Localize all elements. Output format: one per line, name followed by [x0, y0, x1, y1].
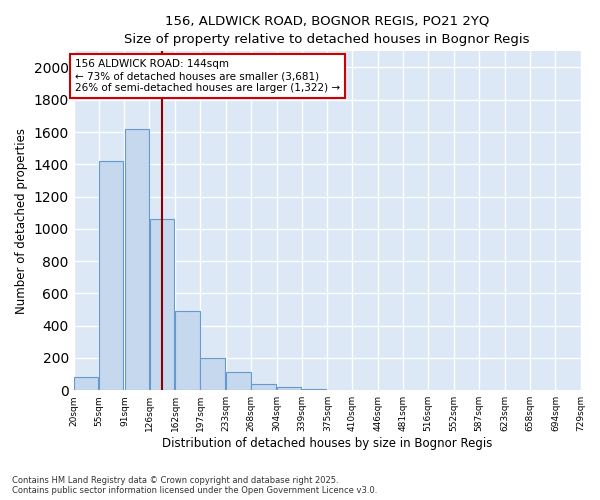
Bar	[99, 161, 124, 390]
Bar	[277, 387, 301, 390]
Title: 156, ALDWICK ROAD, BOGNOR REGIS, PO21 2YQ
Size of property relative to detached : 156, ALDWICK ROAD, BOGNOR REGIS, PO21 2Y…	[124, 15, 530, 46]
Bar	[74, 378, 98, 390]
Text: Contains HM Land Registry data © Crown copyright and database right 2025.
Contai: Contains HM Land Registry data © Crown c…	[12, 476, 377, 495]
Bar	[125, 129, 149, 390]
Bar	[175, 311, 200, 390]
Bar	[200, 358, 225, 390]
Bar	[251, 384, 275, 390]
Bar	[226, 372, 251, 390]
Bar	[302, 388, 326, 390]
Bar	[150, 219, 174, 390]
X-axis label: Distribution of detached houses by size in Bognor Regis: Distribution of detached houses by size …	[162, 437, 492, 450]
Text: 156 ALDWICK ROAD: 144sqm
← 73% of detached houses are smaller (3,681)
26% of sem: 156 ALDWICK ROAD: 144sqm ← 73% of detach…	[75, 60, 340, 92]
Y-axis label: Number of detached properties: Number of detached properties	[15, 128, 28, 314]
